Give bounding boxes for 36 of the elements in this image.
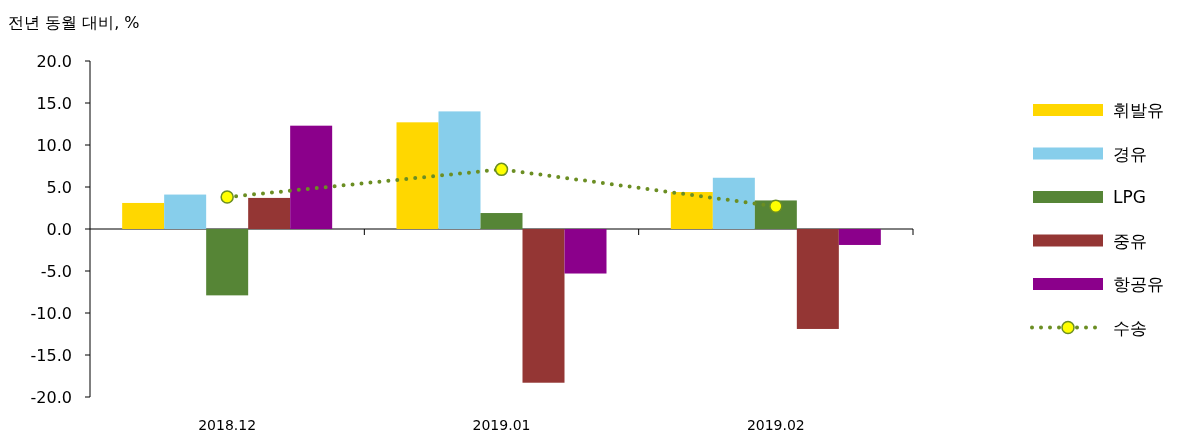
x-tick-label: 2018.12	[198, 417, 257, 433]
y-tick-label: 0.0	[46, 220, 72, 239]
bar	[396, 122, 439, 229]
y-tick-label: 15.0	[36, 94, 72, 113]
bar	[206, 229, 249, 296]
legend-label: 수송	[1113, 317, 1147, 338]
y-tick-label: 10.0	[36, 136, 72, 155]
bar	[712, 177, 755, 229]
legend-label: 경유	[1113, 143, 1147, 164]
y-tick-label: 5.0	[46, 178, 72, 197]
bar	[838, 229, 881, 245]
bar	[564, 229, 607, 274]
y-tick-label: -10.0	[30, 304, 72, 323]
x-tick-label: 2019.01	[472, 417, 531, 433]
bar	[480, 213, 523, 229]
bar	[522, 229, 565, 383]
point	[769, 199, 783, 214]
bar	[670, 192, 713, 229]
y-axis-title: 전년 동월 대비, %	[8, 13, 140, 32]
legend-label: 휘발유	[1113, 100, 1164, 120]
y-tick-label: -15.0	[30, 346, 72, 365]
bar	[290, 125, 333, 229]
legend-label: 항공유	[1113, 274, 1164, 294]
point	[220, 190, 234, 204]
x-tick-label: 2019.02	[746, 417, 805, 433]
y-tick-label: -20.0	[30, 388, 72, 407]
bar	[122, 202, 165, 229]
point	[494, 162, 509, 177]
legend-label: LPG	[1113, 187, 1146, 207]
y-tick-label: 20.0	[36, 52, 72, 71]
legend-label: 중유	[1113, 230, 1147, 251]
bar	[248, 197, 291, 229]
bar	[438, 111, 481, 229]
y-tick-label: -5.0	[40, 262, 72, 281]
bar	[164, 194, 207, 229]
bar	[796, 229, 839, 329]
